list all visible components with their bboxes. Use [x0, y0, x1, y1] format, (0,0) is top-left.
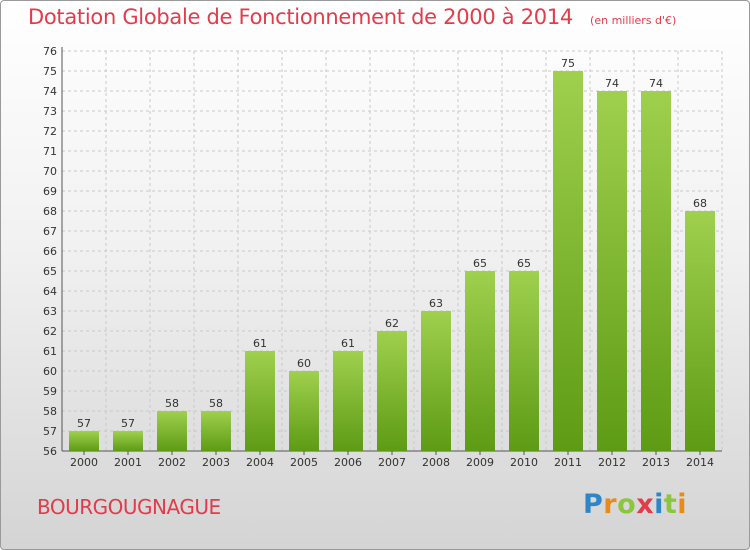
title-row: Dotation Globale de Fonctionnement de 20… [28, 5, 676, 29]
commune-name: BOURGOUGNAGUE [37, 495, 221, 519]
x-tick-label: 2002 [158, 456, 186, 469]
data-label: 65 [473, 257, 487, 270]
bar [597, 91, 627, 451]
logo-letter: t [663, 489, 678, 520]
bar [245, 351, 275, 451]
logo-letter: x [636, 489, 655, 520]
data-label: 63 [429, 297, 443, 310]
bar [113, 431, 143, 451]
logo-letter: P [583, 489, 604, 520]
y-tick-label: 62 [43, 325, 57, 338]
data-label: 74 [605, 77, 619, 90]
proxiti-logo: Proxiti [583, 489, 687, 520]
x-tick-label: 2013 [642, 456, 670, 469]
bar [421, 311, 451, 451]
x-tick-label: 2000 [70, 456, 98, 469]
y-tick-label: 64 [43, 285, 57, 298]
bar [157, 411, 187, 451]
y-tick-label: 61 [43, 345, 57, 358]
x-tick-label: 2007 [378, 456, 406, 469]
x-tick-label: 2005 [290, 456, 318, 469]
y-tick-label: 58 [43, 405, 57, 418]
bar [377, 331, 407, 451]
y-tick-label: 68 [43, 205, 57, 218]
bar [333, 351, 363, 451]
bar [69, 431, 99, 451]
bar [201, 411, 231, 451]
data-label: 65 [517, 257, 531, 270]
logo-letter: i [654, 489, 664, 520]
y-tick-label: 74 [43, 85, 57, 98]
data-label: 57 [77, 417, 91, 430]
data-label: 61 [253, 337, 267, 350]
chart-title: Dotation Globale de Fonctionnement de 20… [28, 5, 573, 29]
data-label: 75 [561, 57, 575, 70]
data-label: 68 [693, 197, 707, 210]
data-label: 62 [385, 317, 399, 330]
data-label: 74 [649, 77, 663, 90]
x-tick-label: 2006 [334, 456, 362, 469]
bar [553, 71, 583, 451]
y-tick-label: 76 [43, 45, 57, 58]
y-tick-label: 67 [43, 225, 57, 238]
y-tick-label: 69 [43, 185, 57, 198]
data-label: 61 [341, 337, 355, 350]
x-tick-label: 2004 [246, 456, 274, 469]
x-tick-label: 2014 [686, 456, 714, 469]
logo-letter: i [677, 489, 688, 520]
bar [289, 371, 319, 451]
y-tick-label: 70 [43, 165, 57, 178]
y-tick-label: 63 [43, 305, 57, 318]
x-tick-label: 2001 [114, 456, 142, 469]
y-tick-label: 57 [43, 425, 57, 438]
chart-unit: (en milliers d'€) [590, 14, 677, 27]
data-label: 58 [165, 397, 179, 410]
logo-letter: r [603, 489, 618, 520]
bar [509, 271, 539, 451]
logo-letter: o [617, 489, 637, 520]
data-label: 58 [209, 397, 223, 410]
y-tick-label: 59 [43, 385, 57, 398]
bar [641, 91, 671, 451]
y-tick-label: 75 [43, 65, 57, 78]
x-tick-label: 2009 [466, 456, 494, 469]
data-label: 60 [297, 357, 311, 370]
bar [685, 211, 715, 451]
data-label: 57 [121, 417, 135, 430]
x-tick-label: 2011 [554, 456, 582, 469]
x-tick-label: 2003 [202, 456, 230, 469]
y-tick-label: 73 [43, 105, 57, 118]
y-tick-label: 60 [43, 365, 57, 378]
x-tick-label: 2010 [510, 456, 538, 469]
bar [465, 271, 495, 451]
x-tick-label: 2012 [598, 456, 626, 469]
y-tick-label: 72 [43, 125, 57, 138]
y-tick-label: 56 [43, 445, 57, 458]
y-tick-label: 65 [43, 265, 57, 278]
y-tick-label: 66 [43, 245, 57, 258]
y-tick-label: 71 [43, 145, 57, 158]
x-tick-label: 2008 [422, 456, 450, 469]
